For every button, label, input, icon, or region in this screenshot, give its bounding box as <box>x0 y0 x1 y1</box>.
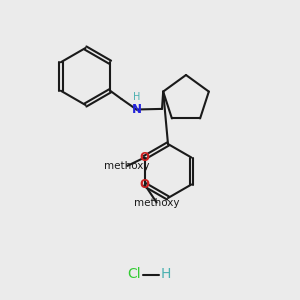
Text: N: N <box>131 103 142 116</box>
Text: methoxy: methoxy <box>104 161 150 171</box>
Text: H: H <box>160 268 171 281</box>
Text: methoxy: methoxy <box>134 197 179 208</box>
Text: H: H <box>133 92 140 102</box>
Text: Cl: Cl <box>128 268 141 281</box>
Text: O: O <box>140 151 150 164</box>
Text: O: O <box>140 178 150 191</box>
